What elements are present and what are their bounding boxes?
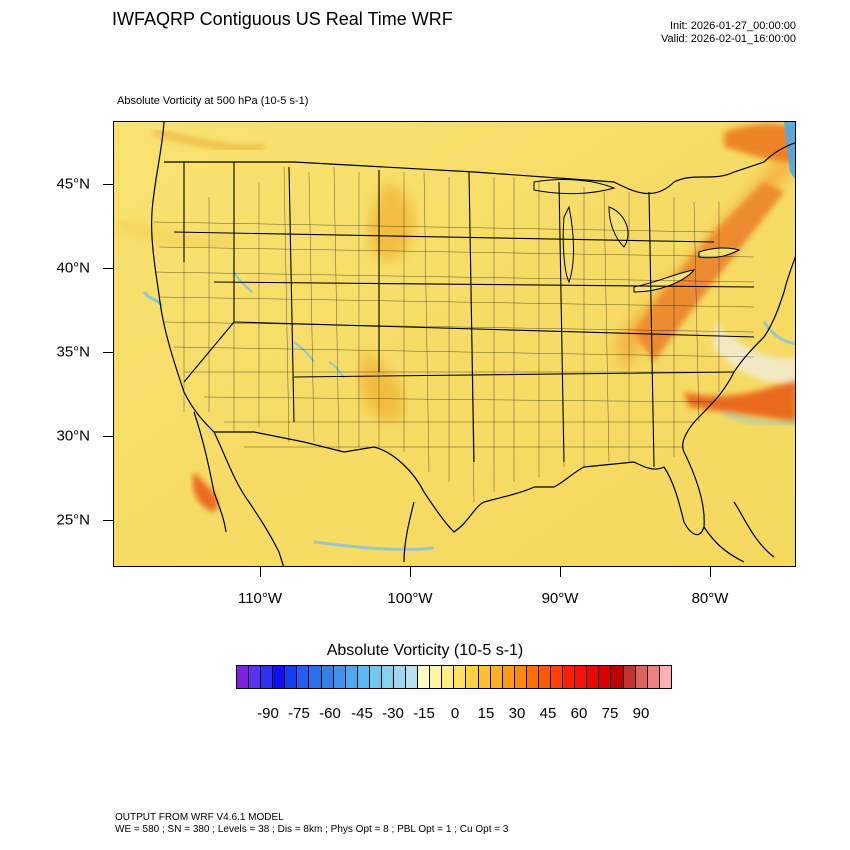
- lon-label-80w: 80°W: [691, 590, 729, 607]
- colorbar-swatch: [237, 666, 250, 688]
- colorbar-label: -45: [351, 705, 373, 722]
- colorbar-label: -75: [288, 705, 310, 722]
- lat-label-40: 40°N: [56, 259, 90, 277]
- lat-label-25: 25°N: [56, 511, 90, 529]
- colorbar-swatch: [659, 666, 671, 688]
- lat-tick: [103, 268, 113, 269]
- colorbar-label: -60: [319, 705, 341, 722]
- colorbar-label: -90: [257, 705, 279, 722]
- lon-tick: [260, 567, 261, 577]
- colorbar-swatch: [466, 666, 479, 688]
- lat-label-30: 30°N: [56, 427, 90, 445]
- colorbar-label: 45: [539, 705, 557, 722]
- colorbar-swatch: [406, 666, 419, 688]
- colorbar-swatch: [309, 666, 322, 688]
- field-background: [114, 122, 795, 566]
- colorbar-swatch: [575, 666, 588, 688]
- model-info: OUTPUT FROM WRF V4.6.1 MODEL WE = 580 ; …: [115, 812, 508, 836]
- colorbar-swatch: [623, 666, 636, 688]
- colorbar-swatch: [526, 666, 539, 688]
- colorbar-label: 90: [632, 705, 650, 722]
- colorbar-swatch: [490, 666, 503, 688]
- colorbar: [236, 665, 672, 689]
- field-label: Absolute Vorticity at 500 hPa (10-5 s-1): [117, 95, 309, 107]
- lon-tick: [410, 567, 411, 577]
- time-info: Init: 2026-01-27_00:00:00 Valid: 2026-02…: [661, 20, 796, 46]
- colorbar-swatch: [249, 666, 262, 688]
- lon-tick: [560, 567, 561, 577]
- lon-label-100w: 100°W: [387, 590, 433, 607]
- colorbar-label: 30: [508, 705, 526, 722]
- vorticity-map: [113, 121, 796, 567]
- state-boundaries: [173, 162, 755, 468]
- colorbar-label: -15: [413, 705, 435, 722]
- vorticity-field: [114, 122, 795, 551]
- init-time: Init: 2026-01-27_00:00:00: [670, 20, 796, 32]
- colorbar-swatch: [333, 666, 346, 688]
- map-canvas: [114, 122, 795, 566]
- colorbar-swatch: [563, 666, 576, 688]
- colorbar-swatch: [273, 666, 286, 688]
- colorbar-swatch: [611, 666, 624, 688]
- colorbar-swatch: [261, 666, 274, 688]
- colorbar-swatch: [502, 666, 515, 688]
- plot-title: IWFAQRP Contiguous US Real Time WRF: [112, 9, 453, 29]
- colorbar-label: -30: [382, 705, 404, 722]
- colorbar-label: 0: [450, 705, 460, 722]
- valid-time: Valid: 2026-02-01_16:00:00: [661, 33, 796, 45]
- colorbar-label: 15: [477, 705, 495, 722]
- colorbar-swatch: [297, 666, 310, 688]
- colorbar-label: 60: [570, 705, 588, 722]
- lon-label-110w: 110°W: [237, 590, 283, 607]
- colorbar-swatch: [345, 666, 358, 688]
- colorbar-swatch: [285, 666, 298, 688]
- colorbar-swatch: [369, 666, 382, 688]
- lon-label-90w: 90°W: [541, 590, 579, 607]
- lon-tick: [710, 567, 711, 577]
- colorbar-swatch: [635, 666, 648, 688]
- colorbar-swatch: [587, 666, 600, 688]
- colorbar-swatch: [430, 666, 443, 688]
- colorbar-swatch: [478, 666, 491, 688]
- colorbar-swatch: [551, 666, 564, 688]
- colorbar-swatch: [538, 666, 552, 688]
- lat-tick: [103, 520, 113, 521]
- lat-tick: [103, 352, 113, 353]
- colorbar-swatch: [357, 666, 370, 688]
- colorbar-swatch: [321, 666, 334, 688]
- colorbar-swatch: [394, 666, 407, 688]
- colorbar-swatch: [454, 666, 467, 688]
- colorbar-swatch: [647, 666, 660, 688]
- colorbar-swatch: [514, 666, 527, 688]
- map-outlines: [151, 122, 795, 566]
- colorbar-swatch: [599, 666, 612, 688]
- colorbar-label: 75: [601, 705, 619, 722]
- colorbar-title: Absolute Vorticity (10-5 s-1): [326, 642, 524, 659]
- great-lakes: [533, 179, 741, 293]
- lat-label-35: 35°N: [56, 343, 90, 361]
- model-config: WE = 580 ; SN = 380 ; Levels = 38 ; Dis …: [115, 824, 509, 835]
- colorbar-swatch: [442, 666, 455, 688]
- colorbar-swatch: [418, 666, 431, 688]
- model-version: OUTPUT FROM WRF V4.6.1 MODEL: [115, 812, 284, 823]
- lat-tick: [103, 184, 113, 185]
- lat-tick: [103, 436, 113, 437]
- lat-label-45: 45°N: [56, 175, 90, 193]
- colorbar-swatch: [381, 666, 395, 688]
